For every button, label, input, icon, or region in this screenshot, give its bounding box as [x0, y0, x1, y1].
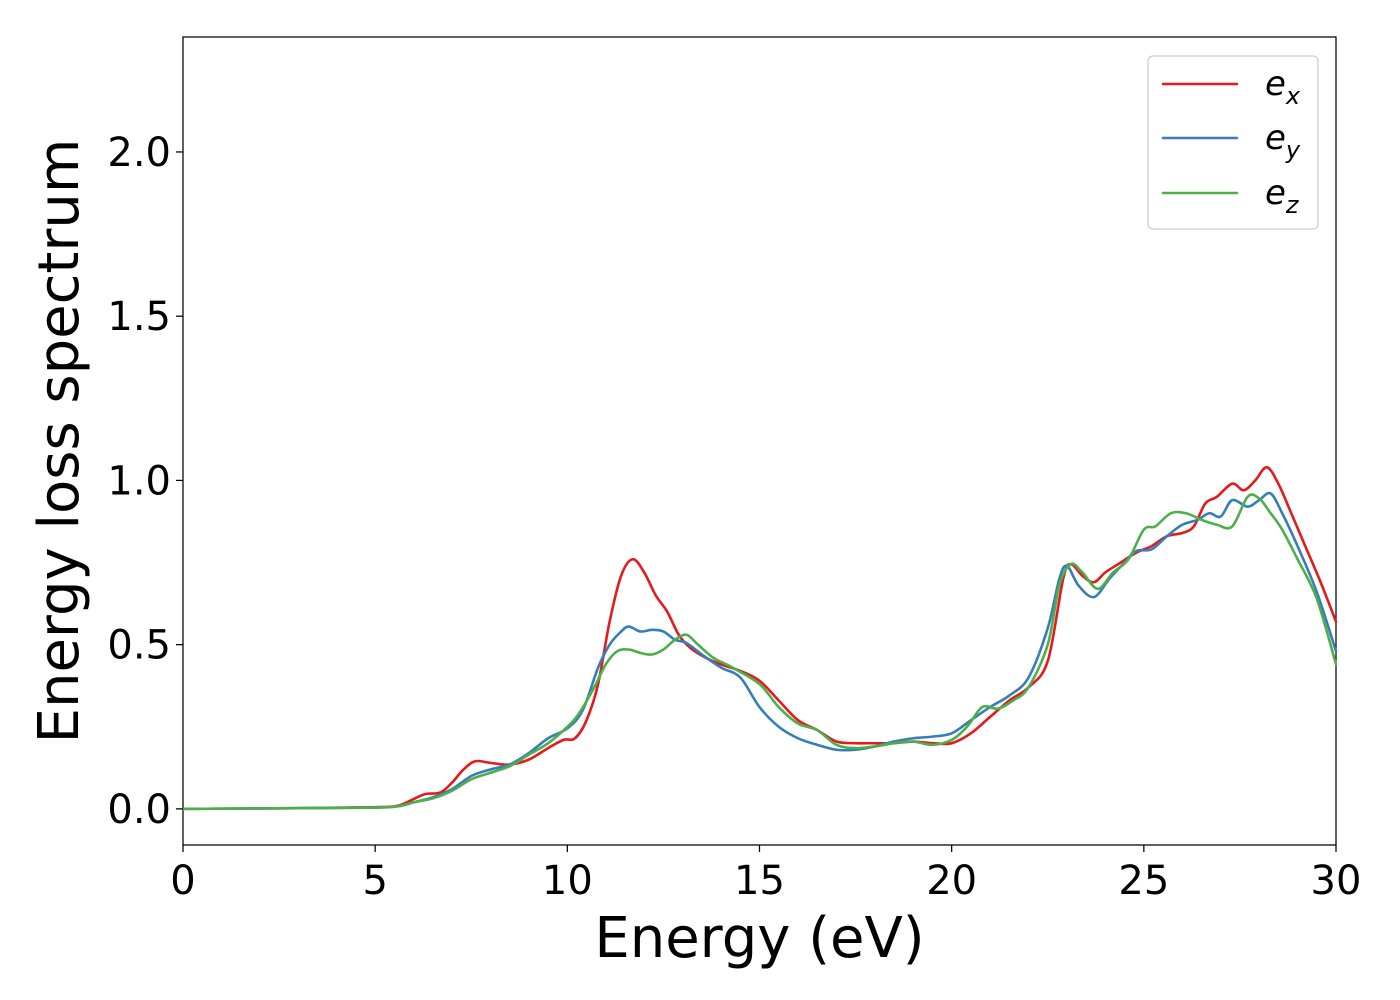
x-tick-label: 10 [542, 858, 593, 904]
legend-label-z: ez [1265, 173, 1300, 219]
y-tick-label: 1.5 [107, 294, 171, 340]
legend-label-subscript: z [1285, 191, 1300, 219]
series-line-e-x [181, 465, 1338, 811]
legend-label-base: e [1265, 118, 1286, 158]
x-axis-label: Energy (eV) [594, 906, 924, 971]
y-tick-label: 0.0 [107, 787, 171, 833]
y-tick-label: 1.0 [107, 458, 171, 504]
legend-label-base: e [1265, 64, 1286, 104]
x-tick-label: 0 [170, 858, 195, 904]
y-tick-label: 2.0 [107, 130, 171, 176]
y-axis-label: Energy loss spectrum [27, 139, 92, 744]
x-tick-label: 20 [926, 858, 977, 904]
y-axis-ticks: 0.0 0.5 1.0 1.5 2.0 [107, 130, 183, 833]
x-tick-label: 15 [734, 858, 785, 904]
legend-label-x: ex [1265, 64, 1301, 110]
x-tick-label: 5 [362, 858, 387, 904]
legend-label-subscript: y [1285, 136, 1301, 164]
y-tick-label: 0.5 [107, 623, 171, 669]
legend-label-subscript: x [1285, 82, 1301, 110]
legend-label-base: e [1265, 173, 1286, 213]
x-tick-label: 25 [1118, 858, 1169, 904]
legend-label-y: ey [1265, 118, 1301, 164]
legend-box [1147, 55, 1319, 230]
x-tick-label: 30 [1311, 858, 1362, 904]
series-layer [181, 465, 1338, 811]
series-line-e-y [181, 491, 1338, 811]
x-axis-ticks: 0 5 10 15 20 25 30 [170, 845, 1361, 904]
series-line-e-z [181, 493, 1338, 811]
